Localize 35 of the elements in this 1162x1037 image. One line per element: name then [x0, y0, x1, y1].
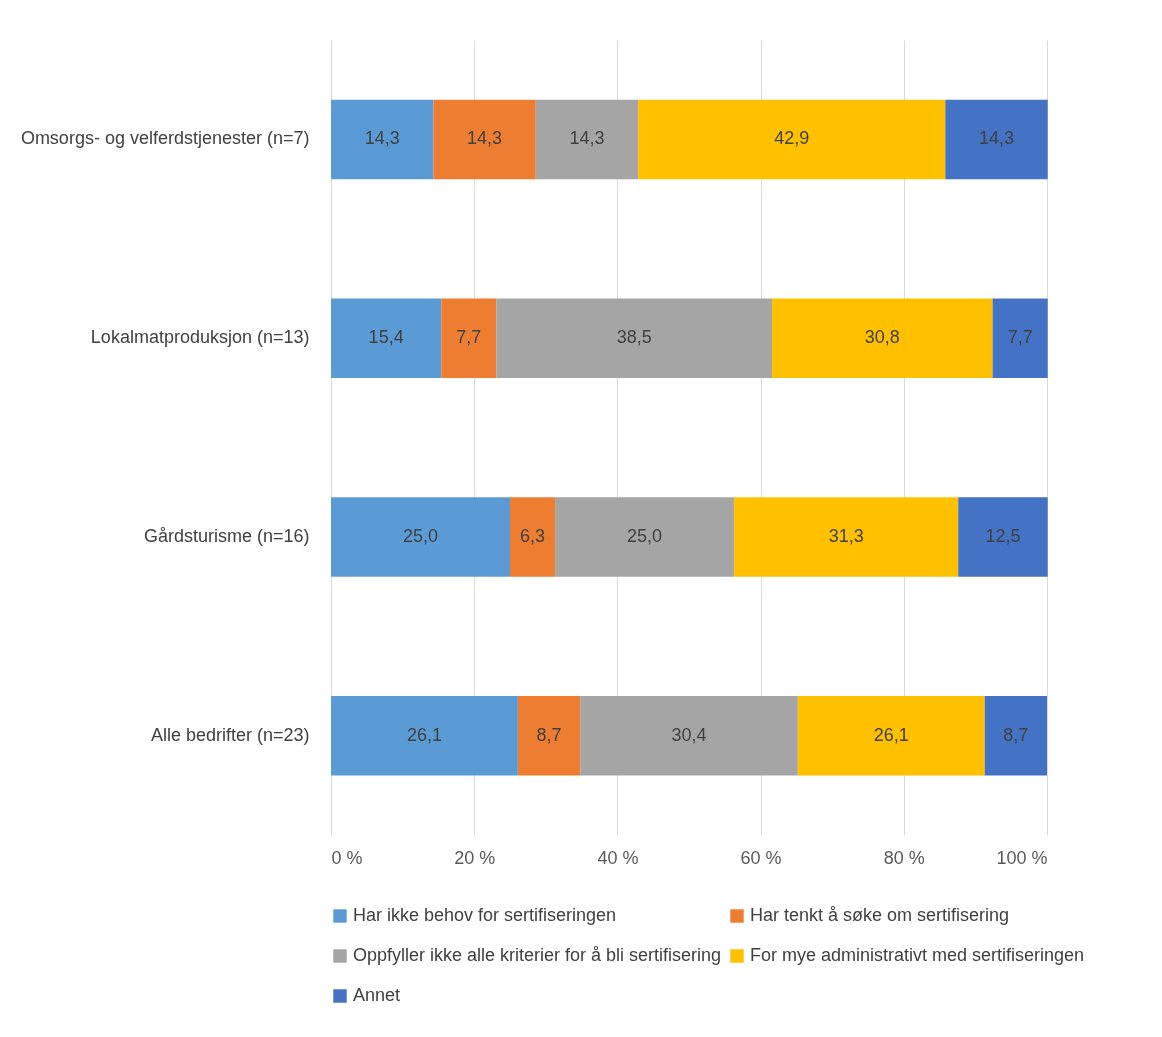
data-label: 14,3: [979, 128, 1015, 149]
data-label: 8,7: [1003, 724, 1029, 745]
x-tick-label: 100 %: [996, 847, 1048, 868]
data-label: 7,7: [456, 327, 482, 348]
y-tick-label: Omsorgs- og velferdstjenester (n=7): [20, 128, 310, 149]
legend-label: For mye administrativt med sertifiseringen: [750, 945, 1085, 965]
legend-label: Har tenkt å søke om sertifisering: [750, 905, 1010, 925]
data-label: 12,5: [985, 525, 1021, 546]
x-tick-label: 60 %: [740, 847, 782, 868]
data-label: 42,9: [774, 128, 810, 149]
x-tick-label: 80 %: [883, 847, 925, 868]
legend-label: Oppfyller ikke alle kriterier for å bli sertifisering: [353, 945, 722, 965]
x-tick-label: 0 %: [331, 847, 363, 868]
y-tick-label: Gårdsturisme (n=16): [143, 525, 310, 546]
data-label: 15,4: [368, 327, 404, 348]
y-tick-label: Alle bedrifter (n=23): [150, 724, 310, 745]
data-label: 25,0: [627, 525, 663, 546]
data-label: 14,3: [569, 128, 605, 149]
data-label: 14,3: [467, 128, 503, 149]
data-label: 30,8: [864, 327, 900, 348]
legend-label: Har ikke behov for sertifiseringen: [353, 905, 617, 925]
data-label: 30,4: [671, 724, 707, 745]
y-tick-label: Lokalmatproduksjon (n=13): [90, 327, 310, 348]
x-tick-label: 20 %: [454, 847, 496, 868]
x-tick-label: 40 %: [597, 847, 639, 868]
data-label: 8,7: [536, 724, 562, 745]
data-label: 26,1: [406, 724, 442, 745]
data-label: 7,7: [1007, 327, 1033, 348]
data-label: 38,5: [616, 327, 652, 348]
data-label: 31,3: [828, 525, 864, 546]
data-label: 14,3: [364, 128, 400, 149]
legend-label: Annet: [353, 985, 401, 1005]
data-label: 26,1: [873, 724, 909, 745]
data-label: 6,3: [520, 525, 546, 546]
data-label: 25,0: [402, 525, 439, 546]
